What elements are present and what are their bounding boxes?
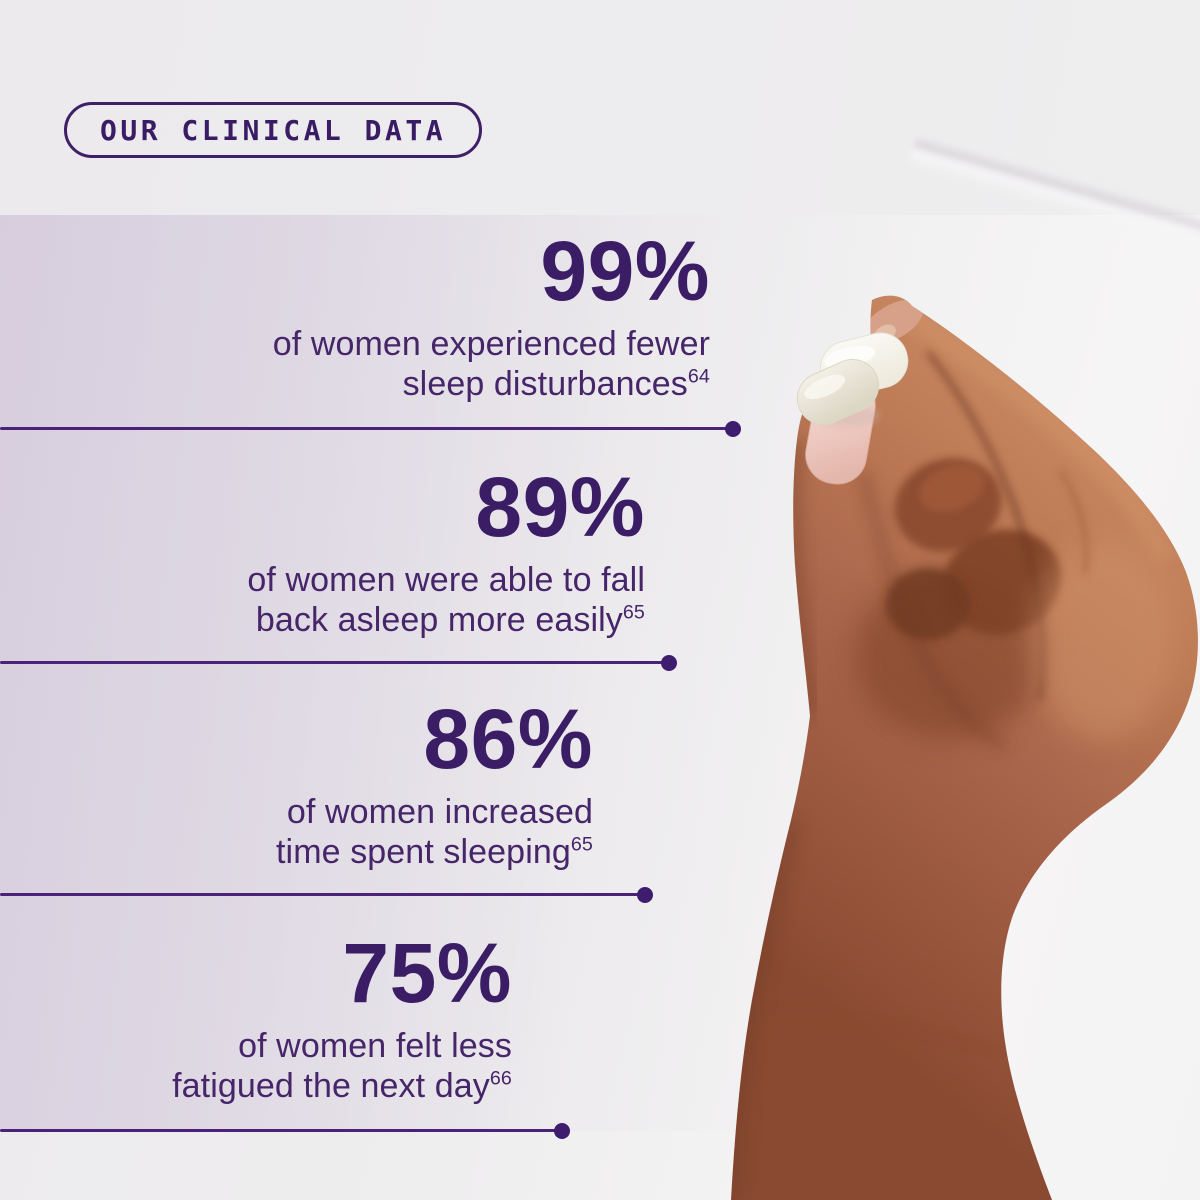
stat-description-line1: of women increased	[286, 792, 593, 831]
stat-description-line2: sleep disturbances	[402, 364, 688, 403]
stat-description-line2: back asleep more easily	[255, 600, 623, 639]
hand-silhouette	[731, 295, 1198, 1200]
divider-line	[0, 420, 741, 437]
pill-front	[796, 358, 880, 426]
line-end-dot	[725, 420, 741, 437]
divider-line	[0, 1122, 570, 1139]
stat-value: 75%	[342, 926, 512, 1020]
stat-description: of women were able to fall back asleep m…	[247, 560, 645, 640]
line-end-dot	[637, 886, 653, 903]
stat-description-line1: of women experienced fewer	[272, 324, 710, 363]
stat-sleep-disturbances: 99% of women experienced fewer sleep dis…	[273, 224, 710, 404]
footnote-ref: 64	[687, 365, 710, 388]
stat-description-line1: of women felt less	[238, 1026, 512, 1065]
stat-value: 86%	[423, 692, 593, 786]
stat-value: 99%	[540, 224, 710, 318]
footnote-ref: 65	[570, 833, 593, 856]
divider-line	[0, 654, 677, 671]
hand-shading	[731, 299, 1177, 1200]
line-end-dot	[554, 1122, 570, 1139]
stat-description: of women increased time spent sleeping65	[276, 792, 593, 872]
footnote-ref: 66	[489, 1067, 512, 1090]
stat-fall-back-asleep: 89% of women were able to fall back asle…	[247, 460, 645, 640]
stat-description-line2: fatigued the next day	[172, 1066, 490, 1105]
badge-label: OUR CLINICAL DATA	[100, 113, 447, 147]
stat-description: of women felt less fatigued the next day…	[172, 1026, 512, 1106]
stat-description: of women experienced fewer sleep disturb…	[273, 324, 710, 404]
stat-value: 89%	[475, 460, 645, 554]
line-end-dot	[661, 654, 677, 671]
divider-line	[0, 886, 653, 903]
stat-description-line2: time spent sleeping	[276, 832, 571, 871]
stat-description-line1: of women were able to fall	[247, 560, 645, 599]
clinical-data-badge: OUR CLINICAL DATA	[64, 102, 483, 158]
stat-time-sleeping: 86% of women increased time spent sleepi…	[276, 692, 593, 872]
stat-less-fatigued: 75% of women felt less fatigued the next…	[172, 926, 512, 1106]
footnote-ref: 65	[622, 601, 645, 624]
